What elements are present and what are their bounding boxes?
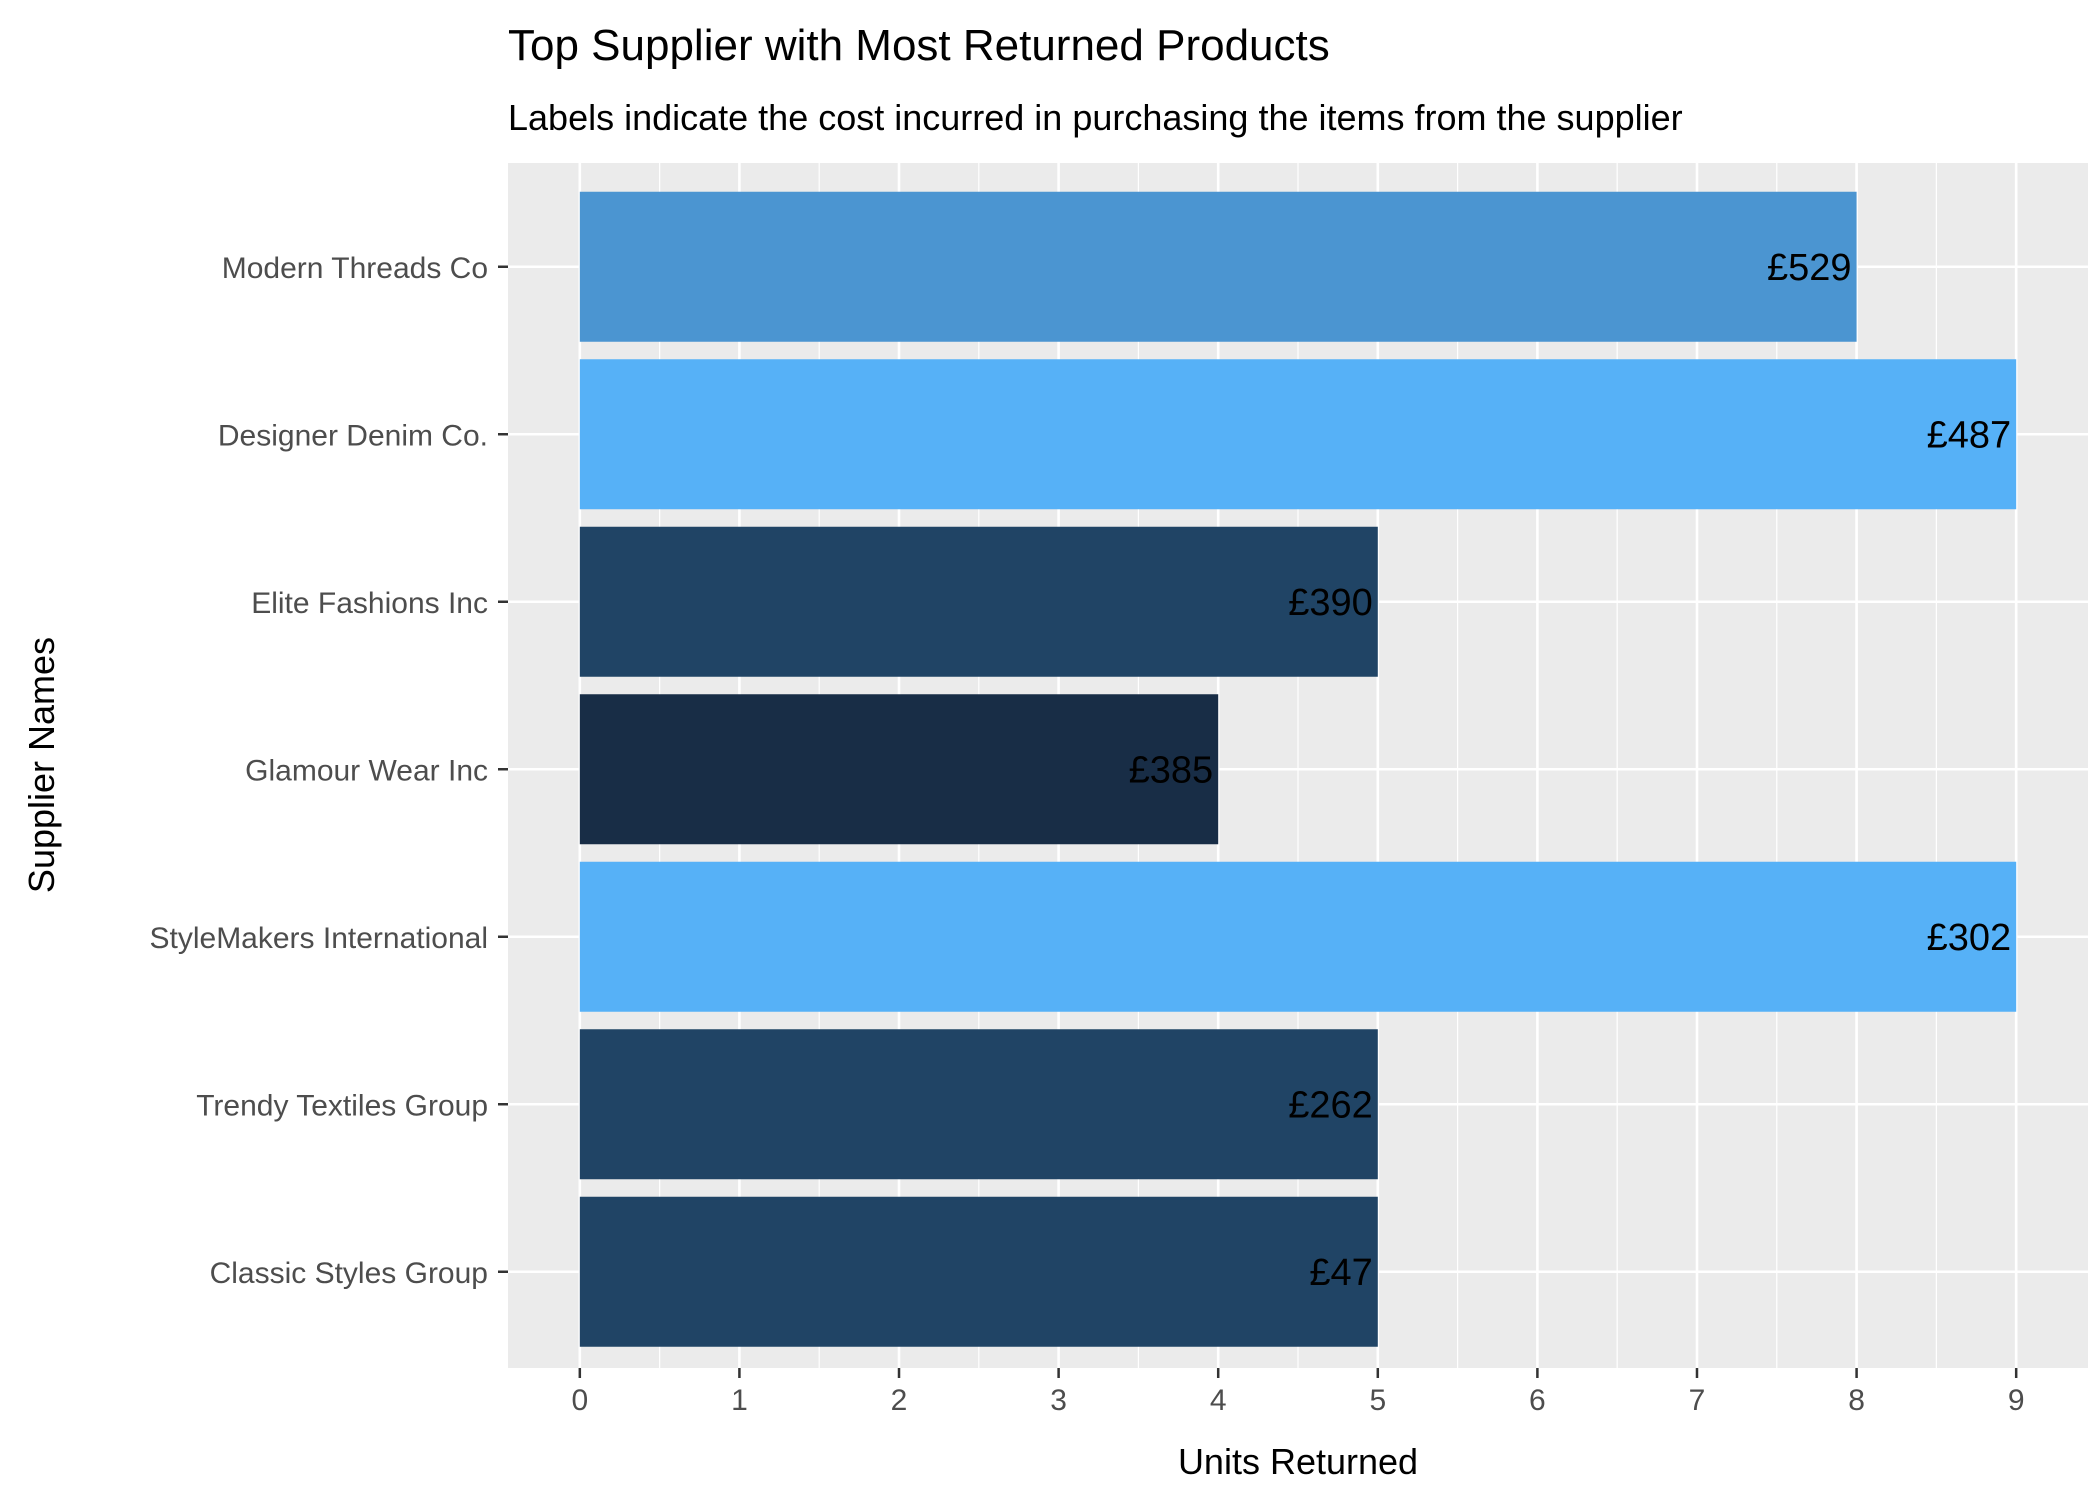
data-label: £302 <box>1927 917 2012 959</box>
x-tick-label: 0 <box>571 1384 588 1417</box>
data-label: £390 <box>1288 582 1373 624</box>
x-tick-label: 4 <box>1210 1384 1227 1417</box>
chart-subtitle: Labels indicate the cost incurred in pur… <box>508 97 1683 138</box>
y-tick-label: StyleMakers International <box>150 922 489 955</box>
y-tick-label: Trendy Textiles Group <box>196 1089 488 1122</box>
data-label: £385 <box>1129 749 1214 791</box>
bar-layer <box>579 191 2017 1347</box>
y-tick-label: Classic Styles Group <box>210 1257 488 1290</box>
x-tick-label: 2 <box>891 1384 908 1417</box>
x-tick-label: 7 <box>1689 1384 1706 1417</box>
y-tick-label: Elite Fashions Inc <box>251 587 488 620</box>
bar <box>579 1196 1378 1347</box>
y-tick-label: Modern Threads Co <box>222 252 488 285</box>
y-axis-title: Supplier Names <box>21 637 62 893</box>
data-label-layer: £529 £487 £390 £385 £302 £262 £47 <box>1129 247 2012 1294</box>
y-tick-label: Glamour Wear Inc <box>245 754 488 787</box>
axis-layer: Modern Threads Co Designer Denim Co. Elite… <box>150 252 2025 1417</box>
bar <box>579 1029 1378 1180</box>
bar <box>579 191 1857 342</box>
y-tick-label: Designer Denim Co. <box>218 419 488 452</box>
bar <box>579 861 2017 1012</box>
bar <box>579 359 2017 510</box>
bar <box>579 526 1378 677</box>
x-tick-label: 6 <box>1529 1384 1546 1417</box>
data-label: £529 <box>1767 247 1852 289</box>
x-tick-label: 8 <box>1848 1384 1865 1417</box>
bar <box>579 694 1219 845</box>
x-axis-title: Units Returned <box>1178 1441 1418 1482</box>
chart-title: Top Supplier with Most Returned Products <box>508 21 1330 70</box>
data-label: £47 <box>1309 1252 1372 1294</box>
x-tick-label: 1 <box>731 1384 748 1417</box>
x-tick-label: 9 <box>2008 1384 2025 1417</box>
x-tick-label: 3 <box>1050 1384 1067 1417</box>
data-label: £262 <box>1288 1084 1373 1126</box>
x-tick-label: 5 <box>1369 1384 1386 1417</box>
data-label: £487 <box>1927 414 2012 456</box>
